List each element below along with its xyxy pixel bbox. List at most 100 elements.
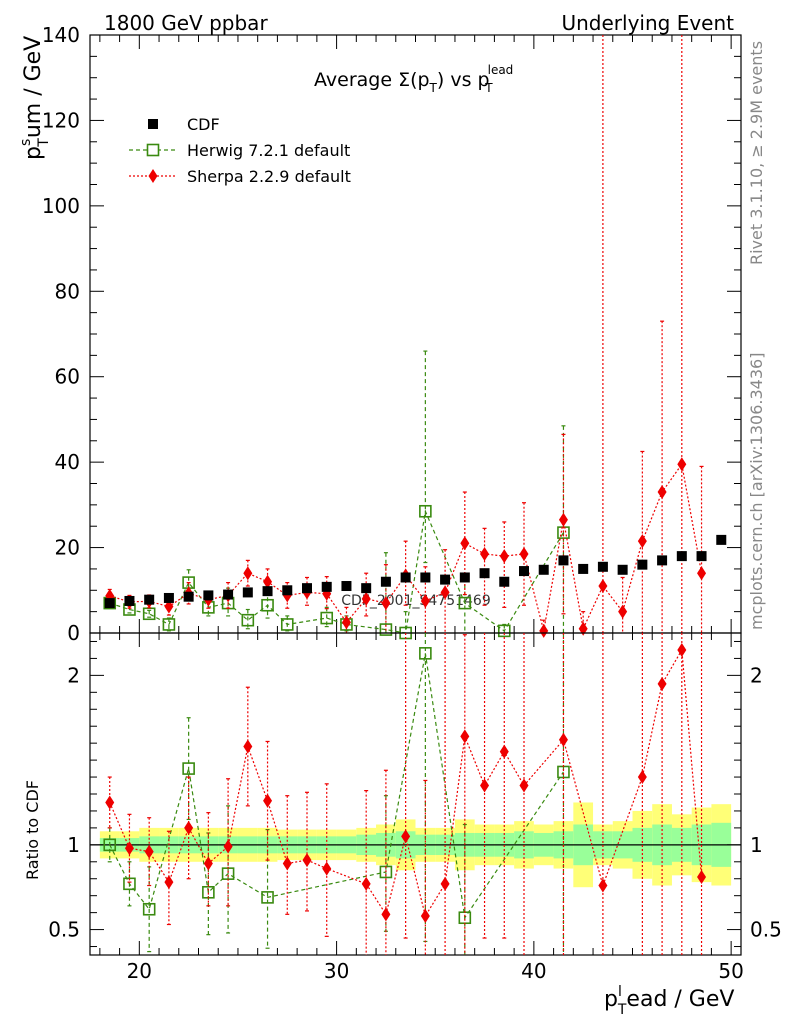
ratio-sherpa-point xyxy=(677,642,687,657)
ratio-sherpa-point xyxy=(401,829,411,844)
ratio-herwig-point xyxy=(103,838,117,852)
main-sherpa-point xyxy=(618,604,628,619)
main-cdf-point xyxy=(282,585,293,596)
main-cdf-point xyxy=(637,559,648,570)
main-sherpa-point xyxy=(341,615,351,630)
ratio-sherpa-point xyxy=(124,841,134,856)
main-sherpa-point xyxy=(381,596,391,611)
ratio-sherpa-point xyxy=(223,839,233,854)
main-y-tick-label: 120 xyxy=(42,108,80,132)
ratio-panel: 20 30 40 50 0.5 0.5 1 1 2 2 xyxy=(48,632,782,983)
main-cdf-point xyxy=(400,572,411,583)
main-cdf-point xyxy=(242,587,253,598)
main-cdf-point xyxy=(183,591,194,602)
main-cdf-point xyxy=(380,576,391,587)
ratio-sherpa-point xyxy=(203,856,213,871)
main-sherpa-point xyxy=(460,536,470,551)
main-y-tick-label: 40 xyxy=(55,450,80,474)
main-herwig-point xyxy=(241,613,255,627)
main-sherpa-point xyxy=(420,593,430,608)
main-y-tick-label: 80 xyxy=(55,279,80,303)
main-cdf-point xyxy=(104,598,115,609)
ratio-herwig-point xyxy=(419,647,432,660)
main-herwig-point xyxy=(497,624,511,638)
ratio-sherpa-point xyxy=(381,907,391,922)
ratio-sherpa-point xyxy=(263,793,273,808)
legend-label: Herwig 7.2.1 default xyxy=(187,141,350,160)
ratio-sherpa-point xyxy=(105,795,115,810)
ratio-herwig-point xyxy=(202,885,215,899)
ratio-sherpa-point xyxy=(420,909,430,924)
main-sherpa-point xyxy=(598,579,608,594)
ratio-sherpa-point xyxy=(598,878,608,893)
ratio-sherpa-point xyxy=(302,853,312,868)
main-sherpa-point xyxy=(697,566,707,581)
main-sherpa-point xyxy=(657,485,667,500)
main-herwig-point xyxy=(280,618,294,631)
main-y-tick-label: 140 xyxy=(42,23,80,47)
ratio-herwig-point xyxy=(142,902,156,916)
main-sherpa-point xyxy=(361,591,371,606)
main-herwig-point xyxy=(162,618,176,631)
ratio-y-tick-label: 1 xyxy=(67,833,80,857)
x-tick-label: 40 xyxy=(521,959,546,983)
ratio-frame xyxy=(89,632,742,956)
main-cdf-point xyxy=(479,568,490,579)
main-sherpa-point xyxy=(480,546,490,561)
main-y-axis-title: ps Tum / GeV xyxy=(18,36,52,160)
header-process-label: Underlying Event xyxy=(561,11,734,35)
main-cdf-point xyxy=(676,551,687,562)
main-cdf-point xyxy=(696,551,707,562)
main-cdf-point xyxy=(578,563,589,574)
main-sherpa-point xyxy=(243,566,253,581)
plot-title: Average Σ(pT) vs plead T xyxy=(314,63,513,95)
rivet-version-label: Rivet 3.1.10, ≥ 2.9M events xyxy=(747,41,766,265)
ratio-herwig-point xyxy=(123,877,136,891)
main-cdf-point xyxy=(262,586,273,597)
legend-label: Sherpa 2.2.9 default xyxy=(187,167,351,186)
ratio-sherpa-point xyxy=(558,732,568,747)
ratio-y-tick-label-right: 0.5 xyxy=(750,918,782,942)
ratio-y-tick-label-right: 2 xyxy=(750,663,763,687)
analysis-watermark: CDF_2001_S4751469 xyxy=(341,593,490,609)
mcplots-source-label: mcplots.cern.ch [arXiv:1306.3436] xyxy=(747,353,766,630)
main-cdf-point xyxy=(203,590,214,601)
main-cdf-point xyxy=(144,594,155,605)
ratio-herwig-point xyxy=(458,911,472,925)
main-herwig-point xyxy=(419,504,432,518)
main-sherpa-point xyxy=(164,599,174,614)
ratio-sherpa-point xyxy=(164,875,174,890)
ratio-sherpa-point xyxy=(460,729,470,744)
ratio-y-tick-label: 0.5 xyxy=(48,918,80,942)
ratio-sherpa-point xyxy=(440,876,450,891)
ratio-sherpa-point xyxy=(282,856,292,871)
main-y-tick-label: 60 xyxy=(55,365,80,389)
main-herwig-point xyxy=(142,607,156,621)
legend-label: CDF xyxy=(187,115,220,134)
main-herwig-point xyxy=(557,526,570,539)
x-tick-label: 30 xyxy=(324,959,349,983)
main-cdf-point xyxy=(538,564,549,575)
main-cdf-point xyxy=(558,555,569,566)
main-herwig-point xyxy=(458,596,472,610)
main-herwig-point xyxy=(261,598,274,612)
ratio-sherpa-point xyxy=(243,739,253,754)
ratio-herwig-point xyxy=(557,765,570,779)
main-cdf-point xyxy=(716,534,727,545)
main-cdf-point xyxy=(420,572,431,583)
main-cdf-point xyxy=(597,561,608,572)
main-panel: 0 20 40 60 80 100 120 140 CDF_2001_S4751469 xyxy=(42,23,742,955)
x-axis-title: pl Tead / GeV xyxy=(604,984,734,1018)
ratio-sherpa-point xyxy=(480,778,490,793)
main-sherpa-point xyxy=(558,512,568,527)
main-y-tick-label: 20 xyxy=(55,536,80,560)
ratio-y-axis-title: Ratio to CDF xyxy=(23,780,42,880)
main-cdf-point xyxy=(223,589,234,600)
header-energy-label: 1800 GeV ppbar xyxy=(104,11,268,35)
main-cdf-point xyxy=(617,564,628,575)
main-sherpa-point xyxy=(677,457,687,472)
legend-herwig-marker xyxy=(146,143,160,157)
main-cdf-point xyxy=(519,566,529,577)
main-cdf-point xyxy=(657,555,668,566)
ratio-sherpa-point xyxy=(144,844,154,859)
